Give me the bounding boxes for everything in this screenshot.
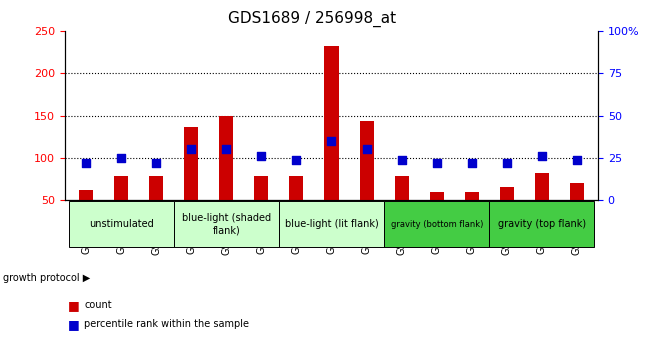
- Point: [81, 160, 91, 166]
- Bar: [68, 201, 174, 247]
- Text: ■: ■: [68, 299, 80, 312]
- Text: ■: ■: [68, 318, 80, 331]
- Bar: [489, 201, 595, 247]
- Bar: [535, 173, 549, 200]
- Point: [396, 157, 407, 162]
- Point: [572, 157, 582, 162]
- Bar: [279, 201, 384, 247]
- Bar: [79, 190, 93, 200]
- Point: [537, 154, 547, 159]
- Text: gravity (top flank): gravity (top flank): [498, 219, 586, 229]
- Point: [291, 157, 302, 162]
- Bar: [500, 187, 514, 200]
- Point: [256, 154, 266, 159]
- Point: [151, 160, 161, 166]
- Bar: [359, 121, 374, 200]
- Bar: [384, 201, 489, 247]
- Text: blue-light (shaded
flank): blue-light (shaded flank): [182, 214, 271, 235]
- Point: [361, 147, 372, 152]
- Bar: [174, 201, 279, 247]
- Point: [186, 147, 196, 152]
- Point: [326, 138, 337, 144]
- Bar: [570, 183, 584, 200]
- Text: count: count: [84, 300, 112, 310]
- Point: [467, 160, 477, 166]
- Bar: [114, 176, 128, 200]
- Bar: [324, 46, 339, 200]
- Text: gravity (bottom flank): gravity (bottom flank): [391, 220, 483, 229]
- Text: blue-light (lit flank): blue-light (lit flank): [285, 219, 378, 229]
- Bar: [254, 176, 268, 200]
- Bar: [289, 176, 304, 200]
- Bar: [395, 176, 409, 200]
- Bar: [184, 127, 198, 200]
- Point: [221, 147, 231, 152]
- Point: [116, 155, 126, 160]
- Bar: [149, 176, 163, 200]
- Point: [432, 160, 442, 166]
- Text: unstimulated: unstimulated: [89, 219, 153, 229]
- Text: percentile rank within the sample: percentile rank within the sample: [84, 319, 250, 329]
- Bar: [430, 192, 444, 200]
- Text: GDS1689 / 256998_at: GDS1689 / 256998_at: [228, 10, 396, 27]
- Text: growth protocol ▶: growth protocol ▶: [3, 273, 90, 283]
- Bar: [465, 192, 479, 200]
- Bar: [219, 116, 233, 200]
- Point: [502, 160, 512, 166]
